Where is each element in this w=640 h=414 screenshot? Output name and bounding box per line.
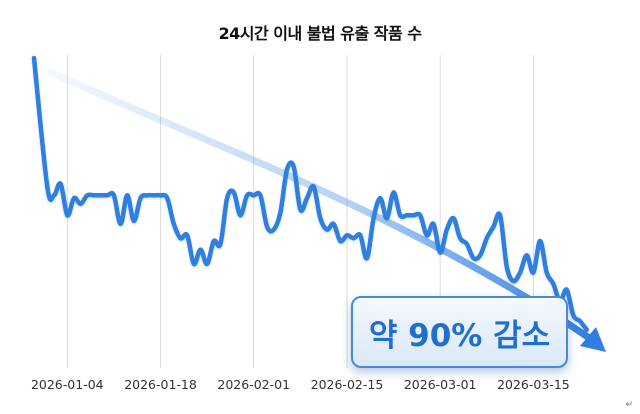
x-tick-label: 2026-03-15 (497, 377, 570, 392)
x-tick-label: 2026-01-04 (31, 377, 104, 392)
corner-mark: ↵ (625, 400, 633, 410)
reduction-callout: 약 90% 감소 (351, 296, 568, 368)
series-line-0 (31, 55, 589, 332)
x-axis-ticks: 2026-01-04 2026-01-18 2026-02-01 2026-02-15… (31, 377, 570, 392)
callout-text: 약 90% 감소 (368, 317, 551, 354)
x-tick-label: 2026-01-18 (124, 377, 197, 392)
x-tick-label: 2026-02-15 (311, 377, 384, 392)
chart-title: 24시간 이내 불법 유출 작품 수 (218, 24, 422, 43)
trend-arrow-head (580, 327, 606, 352)
x-tick-label: 2026-02-01 (217, 377, 290, 392)
series-layer (31, 55, 589, 332)
x-tick-label: 2026-03-01 (404, 377, 477, 392)
